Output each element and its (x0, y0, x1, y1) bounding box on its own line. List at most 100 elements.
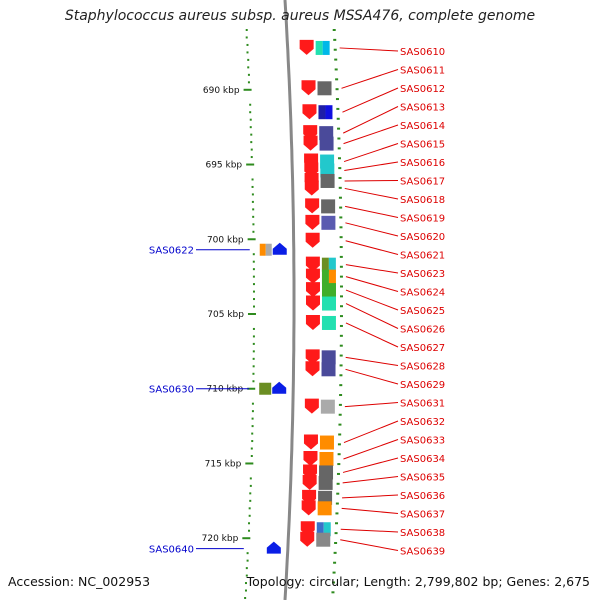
forward-gene-arrow (302, 104, 316, 119)
forward-gene-arrow (303, 451, 317, 466)
scale-dot (252, 425, 254, 427)
gene-domain-block (319, 452, 333, 466)
scale-dot-right (339, 414, 342, 416)
scale-tick-label: 705 kbp (207, 310, 244, 320)
forward-gene-leader (345, 206, 398, 217)
forward-gene-leader (341, 529, 398, 532)
scale-dot-right (338, 453, 341, 455)
scale-dot-right (334, 49, 337, 51)
genome-title: Staphylococcus aureus subsp. aureus MSSA… (0, 8, 600, 24)
scale-dot (250, 141, 252, 143)
scale-dot (253, 298, 255, 300)
forward-gene-label: SAS0635 (400, 473, 445, 484)
forward-gene-label: SAS0612 (400, 84, 445, 95)
scale-dot (246, 36, 248, 38)
forward-gene-arrow (305, 198, 319, 213)
scale-dot (252, 216, 254, 218)
forward-gene-label: SAS0631 (400, 399, 445, 410)
forward-gene-arrow (305, 180, 319, 195)
scale-dot (248, 522, 250, 524)
forward-gene-leader (346, 369, 398, 384)
forward-gene-arrow (302, 80, 316, 95)
scale-dot (246, 44, 248, 46)
scale-dot-right (333, 562, 336, 564)
scale-dot-right (340, 325, 343, 327)
scale-dot-right (340, 266, 343, 268)
scale-dot (253, 335, 255, 337)
scale-dot (253, 358, 255, 360)
gene-domain-block (322, 316, 336, 330)
forward-gene-leader (340, 540, 398, 551)
scale-dot-right (340, 305, 343, 307)
scale-dot (247, 59, 249, 61)
scale-dot (250, 134, 252, 136)
scale-dot-right (334, 59, 337, 61)
scale-dot-right (340, 256, 343, 258)
gene-domain-block (318, 501, 332, 515)
scale-dot-right (338, 433, 341, 435)
scale-dot (252, 193, 254, 195)
forward-gene-label: SAS0629 (400, 380, 445, 391)
gene-domain-block (322, 270, 329, 284)
scale-dot-right (340, 246, 343, 248)
forward-gene-leader (342, 508, 398, 513)
scale-dot-right (336, 98, 339, 100)
forward-gene-label: SAS0613 (400, 103, 445, 114)
scale-dot (248, 74, 250, 76)
scale-dot-right (340, 276, 343, 278)
scale-dot-right (339, 216, 342, 218)
forward-gene-label: SAS0616 (400, 158, 445, 169)
gene-domain-block (318, 105, 325, 119)
scale-dot-right (338, 167, 341, 169)
scale-dot-right (336, 108, 339, 110)
scale-dot (249, 507, 251, 509)
scale-dot-right (340, 236, 343, 238)
forward-gene-label: SAS0636 (400, 491, 445, 502)
scale-dot (246, 29, 248, 31)
scale-dot (253, 291, 255, 293)
scale-dot (250, 126, 252, 128)
gene-domain-block (320, 436, 334, 450)
scale-dot (252, 418, 254, 420)
scale-dot-right (336, 88, 339, 90)
forward-gene-label: SAS0626 (400, 325, 445, 336)
scale-dot (245, 590, 247, 592)
forward-gene-leader (343, 458, 398, 472)
scale-dot-right (339, 197, 342, 199)
scale-dot (253, 365, 255, 367)
forward-gene-leader (342, 70, 398, 89)
scale-tick-label: 695 kbp (205, 161, 242, 171)
scale-dot (250, 477, 252, 479)
forward-gene-arrow (300, 532, 314, 547)
scale-dot (252, 410, 254, 412)
scale-dot (249, 111, 251, 113)
gene-domain-block (323, 41, 330, 55)
topology-label: Topology: circular; Length: 2,799,802 bp… (247, 574, 590, 589)
forward-gene-arrow (300, 40, 314, 55)
forward-gene-leader (346, 277, 398, 292)
scale-dot-right (338, 443, 341, 445)
forward-gene-arrow (302, 500, 316, 515)
gene-domain-block (322, 297, 336, 311)
scale-dot (253, 343, 255, 345)
scale-dot (251, 433, 253, 435)
scale-dot (253, 268, 255, 270)
forward-gene-leader (343, 477, 398, 483)
forward-gene-label: SAS0639 (400, 547, 445, 558)
gene-domain-block (320, 137, 334, 151)
forward-gene-label: SAS0624 (400, 288, 445, 299)
forward-gene-label: SAS0628 (400, 362, 445, 373)
scale-dot (252, 178, 254, 180)
gene-domain-block (260, 244, 266, 256)
scale-dot-right (337, 128, 340, 130)
scale-dot-right (333, 39, 336, 41)
forward-gene-arrow (306, 233, 320, 248)
scale-dot (253, 328, 255, 330)
scale-dot-right (339, 404, 342, 406)
forward-gene-leader (345, 223, 398, 236)
forward-gene-label: SAS0618 (400, 195, 445, 206)
forward-gene-label: SAS0611 (400, 66, 445, 77)
forward-gene-leader (344, 144, 398, 162)
reverse-gene-arrow (267, 542, 281, 554)
